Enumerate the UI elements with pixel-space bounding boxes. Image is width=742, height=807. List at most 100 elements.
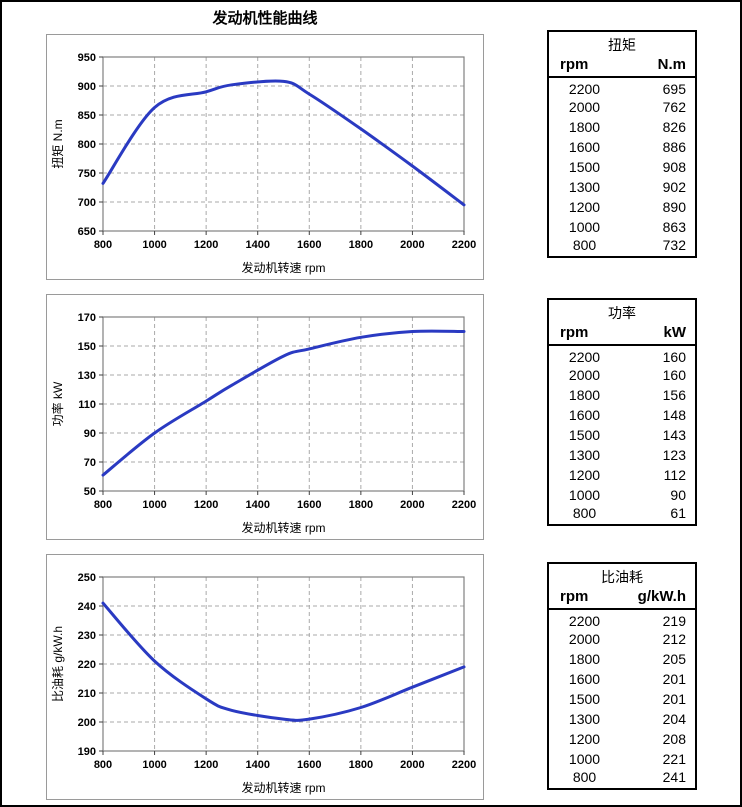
- table-row: 2200 160: [548, 345, 696, 365]
- value-cell: 212: [662, 631, 686, 647]
- column-header-unit: g/kW.h: [620, 587, 696, 610]
- x-tick-label: 1000: [142, 239, 166, 251]
- table-row: 2200 695: [548, 77, 696, 97]
- value-cell: 762: [662, 99, 686, 115]
- y-tick-label: 50: [84, 486, 96, 498]
- x-tick-label: 1400: [245, 759, 269, 771]
- value-cell: 732: [662, 237, 686, 253]
- rpm-cell: 1800: [568, 387, 601, 403]
- table-title: 功率: [608, 305, 636, 321]
- x-tick-label: 2000: [400, 499, 424, 511]
- y-tick-label: 170: [78, 312, 96, 324]
- x-tick-label: 2000: [400, 239, 424, 251]
- rpm-cell: 2000: [568, 99, 601, 115]
- rpm-cell: 1300: [568, 179, 601, 195]
- value-cell: 148: [662, 407, 686, 423]
- y-tick-label: 220: [78, 659, 96, 671]
- x-tick-label: 1000: [142, 499, 166, 511]
- value-cell: 156: [662, 387, 686, 403]
- table-row: 1200 890: [548, 197, 696, 217]
- column-header-rpm: rpm: [548, 55, 620, 78]
- fuel-consumption-curve: [101, 601, 466, 722]
- column-header-rpm: rpm: [548, 323, 620, 346]
- y-axis-label: 扭矩 N.m: [51, 119, 65, 168]
- y-tick-label: 650: [78, 226, 96, 238]
- power-chart-svg: 800 1000 1200 1400 1600 1800 2000 2200 50 70 90 110…: [50, 312, 476, 535]
- torque-chart: 800 1000 1200 1400 1600 1800 2000 2200 650 700 750…: [46, 34, 484, 280]
- x-tick-label: 1400: [245, 499, 269, 511]
- y-tick-label: 900: [78, 81, 96, 93]
- x-tick-label: 1800: [349, 759, 373, 771]
- x-tick-label: 1600: [297, 759, 321, 771]
- column-header-unit: N.m: [620, 55, 696, 78]
- value-cell: 208: [662, 731, 686, 747]
- fuel-consumption-table: 比油耗 rpm g/kW.h 2200 219 2000 212 1800 205 1…: [547, 562, 697, 790]
- power-table: 功率 rpm kW 2200 160 2000 160 1800 156 1600 14…: [547, 298, 697, 526]
- x-tick-label: 1200: [194, 499, 218, 511]
- y-tick-label: 110: [78, 399, 96, 411]
- table-row: 1300 204: [548, 709, 696, 729]
- y-tick-label: 90: [84, 428, 96, 440]
- y-tick-label: 800: [78, 139, 96, 151]
- value-cell: 695: [662, 81, 686, 97]
- rpm-cell: 1600: [568, 139, 601, 155]
- y-tick-label: 200: [78, 717, 96, 729]
- table-row: 1800 205: [548, 649, 696, 669]
- rpm-cell: 2200: [568, 81, 601, 97]
- value-cell: 61: [670, 505, 686, 521]
- y-tick-label: 950: [78, 52, 96, 64]
- rpm-cell: 1600: [568, 407, 601, 423]
- table-title: 扭矩: [608, 37, 636, 53]
- table-title: 比油耗: [601, 569, 643, 585]
- value-cell: 902: [662, 179, 686, 195]
- rpm-cell: 1800: [568, 119, 601, 135]
- table-row: 1500 908: [548, 157, 696, 177]
- x-tick-label: 1600: [297, 499, 321, 511]
- value-cell: 826: [662, 119, 686, 135]
- fuel-consumption-chart-svg: 800 1000 1200 1400 1600 1800 2000 2200 190 200 210…: [51, 572, 476, 795]
- table-row: 800 732: [548, 237, 696, 257]
- y-tick-label: 150: [78, 341, 96, 353]
- table-row: 800 241: [548, 769, 696, 789]
- x-tick-label: 800: [94, 759, 112, 771]
- y-tick-label: 70: [84, 457, 96, 469]
- y-tick-label: 130: [78, 370, 96, 382]
- x-axis-label: 发动机转速 rpm: [241, 260, 325, 275]
- y-tick-label: 850: [78, 110, 96, 122]
- table-row: 1600 201: [548, 669, 696, 689]
- value-cell: 160: [662, 349, 686, 365]
- rpm-cell: 800: [572, 505, 597, 521]
- table-row: 1600 148: [548, 405, 696, 425]
- rpm-cell: 1200: [568, 467, 601, 483]
- plot-frame: [102, 316, 465, 492]
- rpm-cell: 2000: [568, 631, 601, 647]
- value-cell: 160: [662, 367, 686, 383]
- x-tick-label: 1000: [142, 759, 166, 771]
- column-header-rpm: rpm: [548, 587, 620, 610]
- x-tick-label: 1200: [194, 759, 218, 771]
- table-row: 1300 902: [548, 177, 696, 197]
- power-curve: [101, 329, 466, 477]
- rpm-cell: 800: [572, 237, 597, 253]
- y-tick-label: 230: [78, 630, 96, 642]
- rpm-cell: 1500: [568, 159, 601, 175]
- table-row: 1800 826: [548, 117, 696, 137]
- rpm-cell: 1000: [568, 219, 601, 235]
- table-row: 1500 143: [548, 425, 696, 445]
- table-row: 1500 201: [548, 689, 696, 709]
- rpm-cell: 1500: [568, 691, 601, 707]
- value-cell: 890: [662, 199, 686, 215]
- torque-chart-svg: 800 1000 1200 1400 1600 1800 2000 2200 650 700 750…: [51, 52, 476, 275]
- value-cell: 204: [662, 711, 686, 727]
- table-row: 2200 219: [548, 609, 696, 629]
- value-cell: 90: [670, 487, 686, 503]
- fuel-consumption-chart: 800 1000 1200 1400 1600 1800 2000 2200 190 200 210…: [46, 554, 484, 800]
- value-cell: 219: [662, 613, 686, 629]
- table-row: 800 61: [548, 505, 696, 525]
- x-tick-label: 1600: [297, 239, 321, 251]
- value-cell: 201: [662, 671, 686, 687]
- y-tick-label: 750: [78, 168, 96, 180]
- y-tick-label: 210: [78, 688, 96, 700]
- table-row: 2000 762: [548, 97, 696, 117]
- rpm-cell: 2000: [568, 367, 601, 383]
